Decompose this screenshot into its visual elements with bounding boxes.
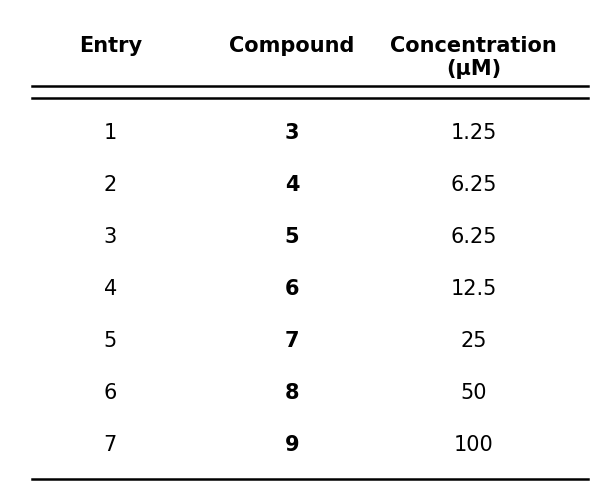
Text: 6.25: 6.25 xyxy=(450,175,497,195)
Text: 1.25: 1.25 xyxy=(451,123,497,143)
Text: 25: 25 xyxy=(460,331,487,351)
Text: 3: 3 xyxy=(104,227,117,247)
Text: 1: 1 xyxy=(104,123,117,143)
Text: 5: 5 xyxy=(285,227,299,247)
Text: 4: 4 xyxy=(285,175,299,195)
Text: 8: 8 xyxy=(285,382,299,403)
Text: 6: 6 xyxy=(285,279,299,299)
Text: 6.25: 6.25 xyxy=(450,227,497,247)
Text: 9: 9 xyxy=(285,435,299,455)
Text: Concentration
(μM): Concentration (μM) xyxy=(390,36,557,79)
Text: 12.5: 12.5 xyxy=(451,279,497,299)
Text: Entry: Entry xyxy=(79,36,142,56)
Text: 3: 3 xyxy=(285,123,299,143)
Text: 6: 6 xyxy=(103,382,117,403)
Text: 7: 7 xyxy=(104,435,117,455)
Text: 4: 4 xyxy=(104,279,117,299)
Text: 5: 5 xyxy=(104,331,117,351)
Text: 7: 7 xyxy=(285,331,299,351)
Text: 50: 50 xyxy=(460,382,487,403)
Text: 100: 100 xyxy=(454,435,493,455)
Text: 2: 2 xyxy=(104,175,117,195)
Text: Compound: Compound xyxy=(229,36,354,56)
